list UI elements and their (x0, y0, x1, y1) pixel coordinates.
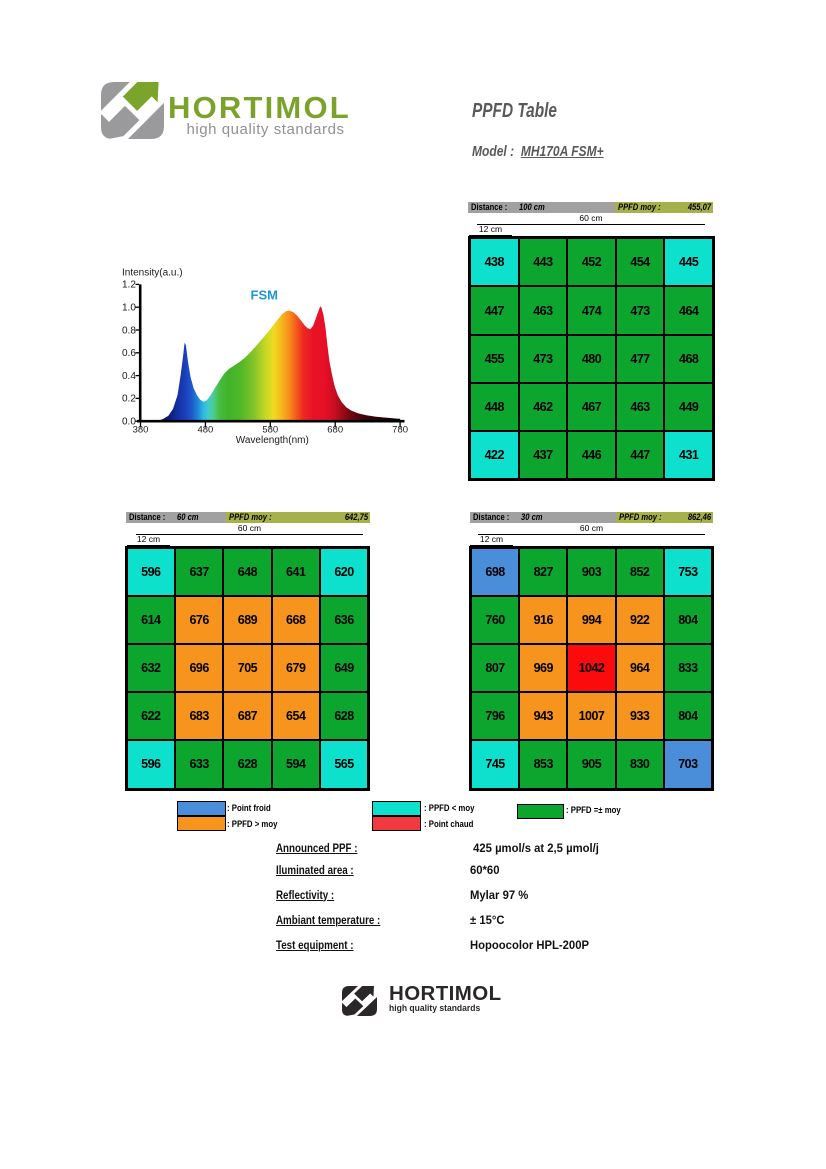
svg-text:FSM: FSM (251, 288, 278, 303)
svg-text:380: 380 (133, 425, 149, 436)
svg-text:0.8: 0.8 (122, 325, 136, 336)
svg-text:780: 780 (392, 425, 408, 436)
svg-text:1.0: 1.0 (122, 303, 136, 314)
svg-text:Intensity(a.u.): Intensity(a.u.) (122, 268, 183, 279)
svg-text:580: 580 (262, 425, 278, 436)
svg-text:0.4: 0.4 (122, 371, 136, 382)
svg-text:0.2: 0.2 (122, 394, 136, 405)
svg-text:0.6: 0.6 (122, 348, 136, 359)
svg-text:680: 680 (327, 425, 343, 436)
svg-text:0.0: 0.0 (122, 417, 136, 428)
svg-text:Wavelength(nm): Wavelength(nm) (236, 435, 309, 446)
svg-text:1.2: 1.2 (122, 280, 136, 291)
svg-text:480: 480 (197, 425, 213, 436)
